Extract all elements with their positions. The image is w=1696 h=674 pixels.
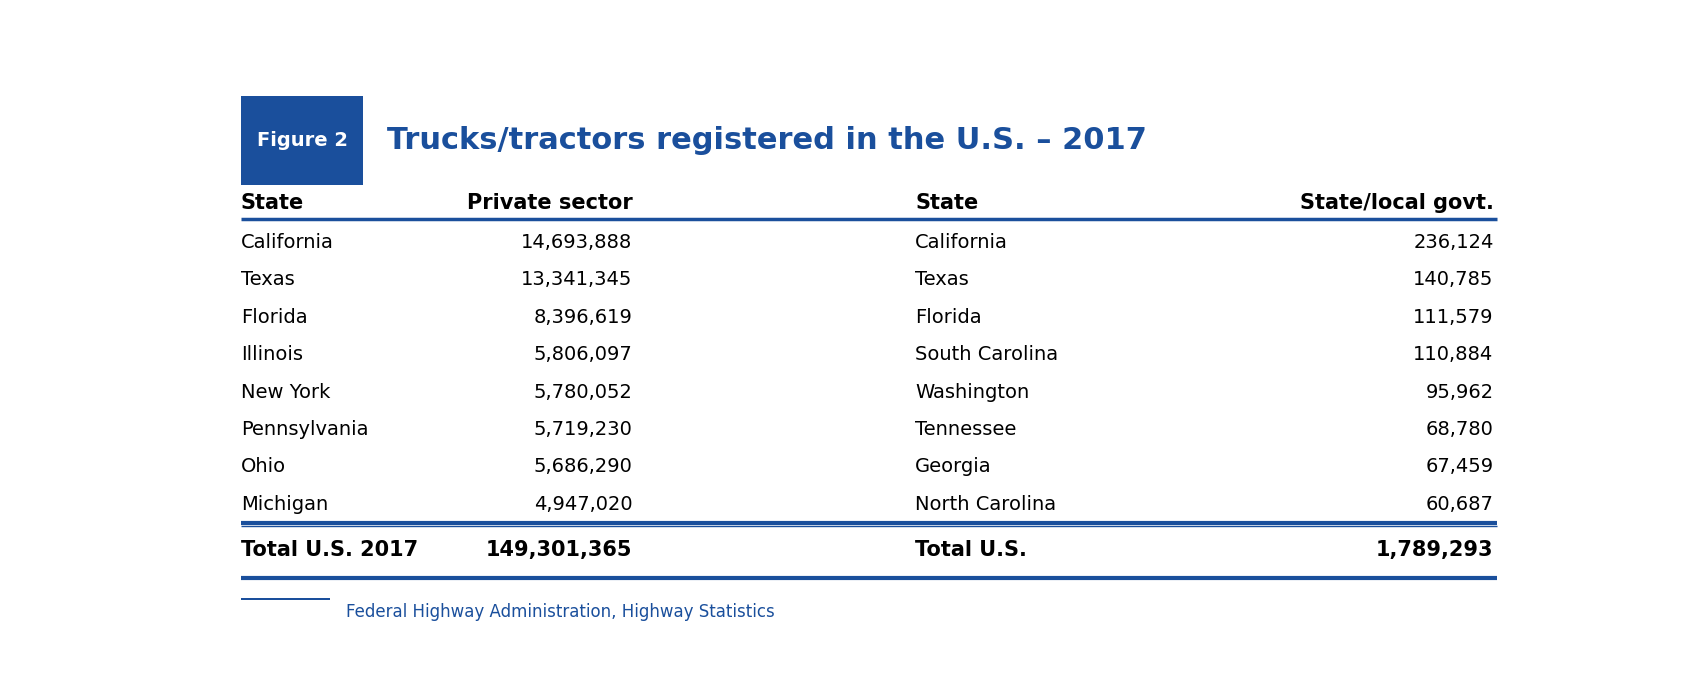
Text: Total U.S.: Total U.S. bbox=[916, 539, 1028, 559]
Text: 1,789,293: 1,789,293 bbox=[1375, 539, 1494, 559]
Text: 149,301,365: 149,301,365 bbox=[487, 539, 633, 559]
Text: 68,780: 68,780 bbox=[1426, 420, 1494, 439]
Text: Illinois: Illinois bbox=[241, 345, 304, 364]
Text: 140,785: 140,785 bbox=[1413, 270, 1494, 289]
Text: Total U.S. 2017: Total U.S. 2017 bbox=[241, 539, 417, 559]
Text: 4,947,020: 4,947,020 bbox=[534, 495, 633, 514]
Text: 67,459: 67,459 bbox=[1425, 458, 1494, 477]
Text: South Carolina: South Carolina bbox=[916, 345, 1058, 364]
Text: State: State bbox=[241, 193, 304, 213]
Text: Washington: Washington bbox=[916, 383, 1029, 402]
Text: Pennsylvania: Pennsylvania bbox=[241, 420, 368, 439]
Text: Florida: Florida bbox=[916, 308, 982, 327]
Text: 110,884: 110,884 bbox=[1413, 345, 1494, 364]
Text: Federal Highway Administration, Highway Statistics: Federal Highway Administration, Highway … bbox=[346, 603, 775, 621]
Text: 8,396,619: 8,396,619 bbox=[534, 308, 633, 327]
Text: State: State bbox=[916, 193, 979, 213]
Text: Florida: Florida bbox=[241, 308, 307, 327]
Text: Trucks/tractors registered in the U.S. – 2017: Trucks/tractors registered in the U.S. –… bbox=[387, 126, 1146, 155]
Text: 95,962: 95,962 bbox=[1425, 383, 1494, 402]
Text: 236,124: 236,124 bbox=[1413, 233, 1494, 252]
Text: 5,780,052: 5,780,052 bbox=[534, 383, 633, 402]
Text: 5,719,230: 5,719,230 bbox=[534, 420, 633, 439]
Text: Georgia: Georgia bbox=[916, 458, 992, 477]
FancyBboxPatch shape bbox=[241, 599, 331, 625]
Text: 13,341,345: 13,341,345 bbox=[521, 270, 633, 289]
Text: Texas: Texas bbox=[916, 270, 968, 289]
Text: 60,687: 60,687 bbox=[1426, 495, 1494, 514]
Text: 111,579: 111,579 bbox=[1413, 308, 1494, 327]
Text: Tennessee: Tennessee bbox=[916, 420, 1016, 439]
Text: Texas: Texas bbox=[241, 270, 295, 289]
Text: 5,806,097: 5,806,097 bbox=[534, 345, 633, 364]
Text: California: California bbox=[241, 233, 334, 252]
Text: North Carolina: North Carolina bbox=[916, 495, 1057, 514]
Text: 14,693,888: 14,693,888 bbox=[521, 233, 633, 252]
FancyBboxPatch shape bbox=[241, 96, 363, 185]
Text: Private sector: Private sector bbox=[466, 193, 633, 213]
Text: California: California bbox=[916, 233, 1007, 252]
Text: Michigan: Michigan bbox=[241, 495, 327, 514]
Text: New York: New York bbox=[241, 383, 331, 402]
Text: Source: Source bbox=[256, 605, 315, 619]
Text: State/local govt.: State/local govt. bbox=[1299, 193, 1494, 213]
Text: 5,686,290: 5,686,290 bbox=[534, 458, 633, 477]
Text: Figure 2: Figure 2 bbox=[256, 131, 348, 150]
Text: Ohio: Ohio bbox=[241, 458, 287, 477]
